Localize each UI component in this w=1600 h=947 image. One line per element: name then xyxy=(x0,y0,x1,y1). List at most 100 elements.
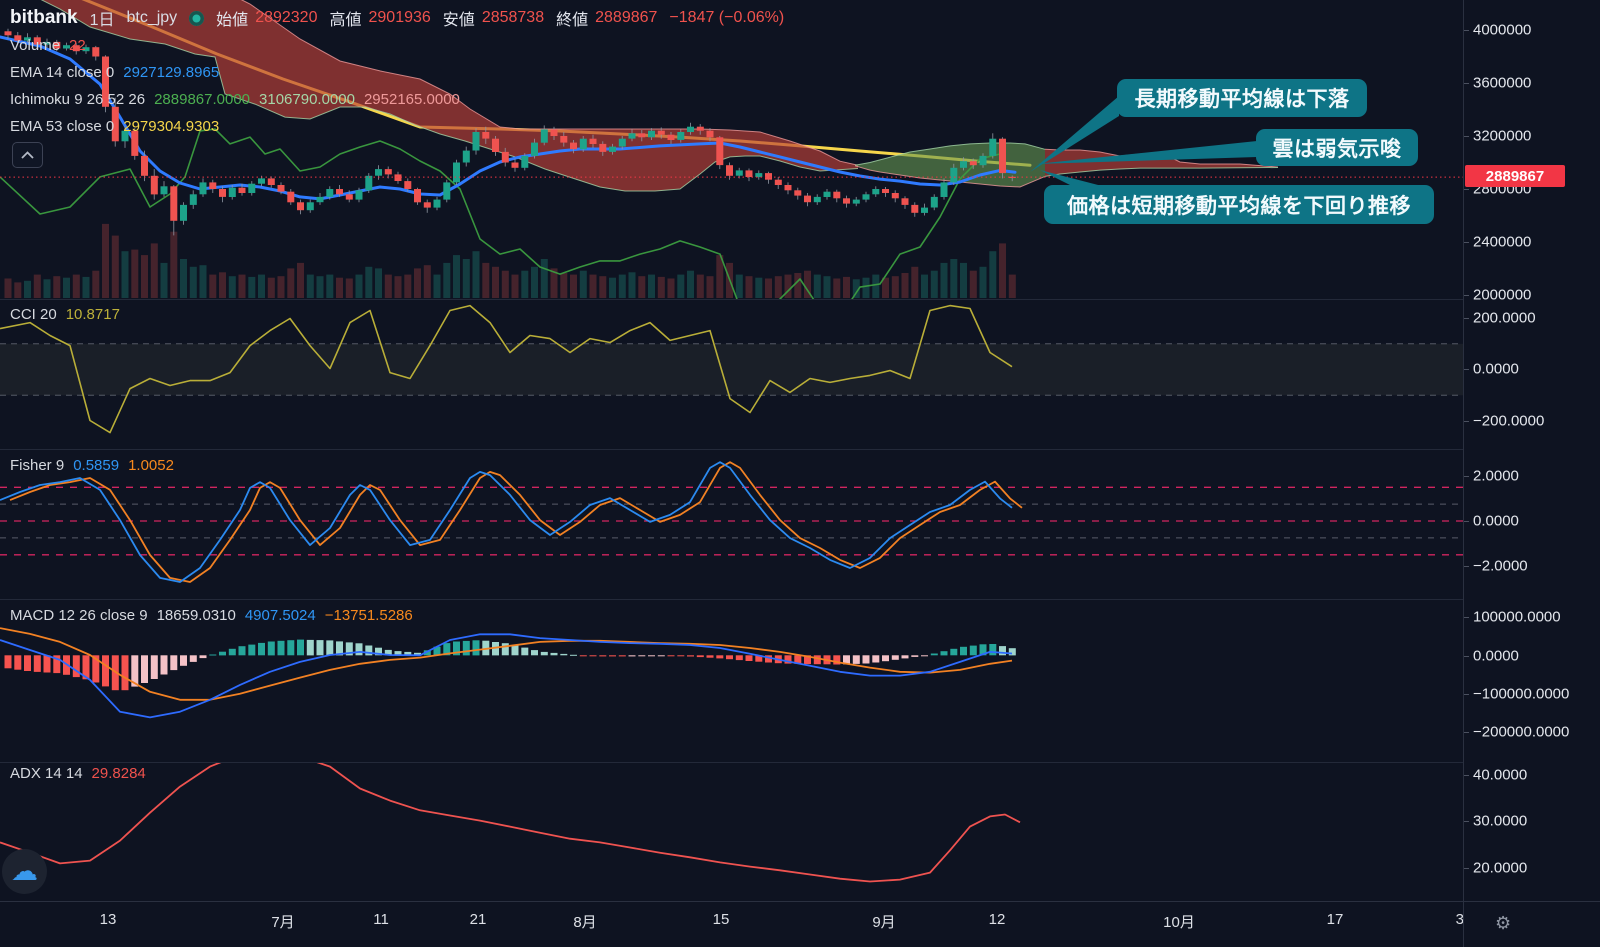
price-axis-label: 3600000 xyxy=(1473,74,1532,92)
legend-ema53[interactable]: EMA 53 close 0 2979304.9303 xyxy=(10,118,219,135)
volume-label: Volume xyxy=(10,37,61,54)
tick-mark xyxy=(1464,476,1469,477)
time-axis-label: 15 xyxy=(712,911,730,928)
tick-mark xyxy=(1464,521,1469,522)
time-axis-label: 12 xyxy=(988,911,1006,928)
legend-macd[interactable]: MACD 12 26 close 9 18659.0310 4907.5024 … xyxy=(10,607,413,624)
adx-line xyxy=(0,763,1021,883)
time-scale[interactable]: 13 7月 11 21 8月 15 9月 12 10月 17 31 xyxy=(0,901,1463,947)
panel-divider[interactable] xyxy=(0,449,1600,450)
callout-tail-price xyxy=(1040,170,1102,186)
ema14-value: 2927129.8965 xyxy=(123,64,220,81)
cci-axis-label: 200.0000 xyxy=(1473,309,1536,327)
cci-axis-label: 0.0000 xyxy=(1473,360,1519,378)
macd-panel[interactable] xyxy=(0,627,1016,719)
price-axis-label: 3200000 xyxy=(1473,127,1532,145)
time-axis-label: 31 xyxy=(1456,911,1463,928)
legend-ichimoku[interactable]: Ichimoku 9 26 52 26 2889867.0000 3106790… xyxy=(10,91,460,108)
panel-divider[interactable] xyxy=(0,599,1600,600)
adx-label: ADX 14 14 xyxy=(10,765,83,782)
last-price-tag[interactable]: 2889867 xyxy=(1465,165,1565,187)
time-axis-label: 13 xyxy=(99,911,117,928)
macd-axis-label: −100000.0000 xyxy=(1473,685,1570,703)
callout-tail-cloud xyxy=(1036,141,1257,164)
tick-mark xyxy=(1464,189,1469,190)
macd-signal-value: −13751.5286 xyxy=(324,607,413,624)
time-axis-label: 10月 xyxy=(1163,914,1195,931)
adx-axis-label: 30.0000 xyxy=(1473,812,1528,830)
adx-value: 29.8284 xyxy=(91,765,146,782)
callout-price-below-ma[interactable]: 価格は短期移動平均線を下回り推移 xyxy=(1044,185,1434,224)
tick-mark xyxy=(1464,30,1469,31)
symbol-label[interactable]: btc_jpy xyxy=(126,9,178,26)
close-value: 2889867 xyxy=(595,9,658,26)
price-axis-label: 2400000 xyxy=(1473,233,1532,251)
legend-fisher[interactable]: Fisher 9 0.5859 1.0052 xyxy=(10,457,174,474)
time-axis-label: 8月 xyxy=(573,914,597,931)
macd-axis-label: 0.0000 xyxy=(1473,647,1519,665)
legend-ema14[interactable]: EMA 14 close 0 2927129.8965 xyxy=(10,64,219,81)
adx-panel[interactable] xyxy=(0,753,1021,883)
tick-mark xyxy=(1464,421,1469,422)
tick-mark xyxy=(1464,318,1469,319)
ema14-label: EMA 14 close 0 xyxy=(10,64,115,81)
high-value: 2901936 xyxy=(368,9,431,26)
cci-label: CCI 20 xyxy=(10,306,57,323)
tick-mark xyxy=(1464,83,1469,84)
fisher-label: Fisher 9 xyxy=(10,457,65,474)
fisher-value: 0.5859 xyxy=(73,457,120,474)
callout-long-ma-falling[interactable]: 長期移動平均線は下落 xyxy=(1117,79,1367,117)
cloud-icon: ☁ xyxy=(11,856,38,886)
ema53-value: 2979304.9303 xyxy=(123,118,220,135)
panel-divider[interactable] xyxy=(0,762,1600,763)
tick-mark xyxy=(1464,732,1469,733)
price-scale[interactable]: 2889867 4000000 3600000 3200000 2800000 2400… xyxy=(1463,0,1600,947)
fisher-trigger-value: 1.0052 xyxy=(128,457,174,474)
legend-cci[interactable]: CCI 20 10.8717 xyxy=(10,306,120,323)
ichimoku-lead-b-value: 2952165.0000 xyxy=(363,91,460,108)
gear-icon[interactable]: ⚙ xyxy=(1495,913,1512,933)
ichimoku-label: Ichimoku 9 26 52 26 xyxy=(10,91,146,108)
ema14-line xyxy=(0,35,1017,201)
tick-mark xyxy=(1464,242,1469,243)
volume-bars xyxy=(4,223,1016,298)
macd-signal-line xyxy=(0,627,1013,701)
low-value: 2858738 xyxy=(481,9,545,26)
exchange-name[interactable]: bitbank xyxy=(10,7,78,28)
main-price-panel[interactable] xyxy=(0,0,1463,317)
price-axis-label: 2000000 xyxy=(1473,286,1532,304)
interval-label[interactable]: 1日 xyxy=(89,12,115,29)
panel-divider[interactable] xyxy=(0,299,1600,300)
chart-logo[interactable]: ☁ xyxy=(2,849,47,894)
tick-mark xyxy=(1464,821,1469,822)
volume-value: 22 xyxy=(69,37,86,54)
tick-mark xyxy=(1464,656,1469,657)
fisher-line xyxy=(0,461,1013,583)
adx-axis-label: 20.0000 xyxy=(1473,859,1528,877)
legend-volume[interactable]: Volume 22 xyxy=(10,37,86,54)
macd-line-value: 4907.5024 xyxy=(244,607,316,624)
cci-line xyxy=(0,304,1013,434)
time-axis-label: 7月 xyxy=(271,914,295,931)
tick-mark xyxy=(1464,295,1469,296)
time-axis-label: 17 xyxy=(1326,911,1344,928)
tick-mark xyxy=(1464,868,1469,869)
time-axis-label: 11 xyxy=(373,911,389,928)
tick-mark xyxy=(1464,775,1469,776)
fisher-panel[interactable] xyxy=(0,461,1463,583)
open-value: 2892320 xyxy=(255,9,318,26)
macd-hist-value: 18659.0310 xyxy=(156,607,236,624)
callout-cloud-bearish[interactable]: 雲は弱気示唆 xyxy=(1256,129,1418,166)
legend-adx[interactable]: ADX 14 14 29.8284 xyxy=(10,765,146,782)
macd-label: MACD 12 26 close 9 xyxy=(10,607,148,624)
high-label: 高値 xyxy=(329,12,362,29)
chart-header: bitbank 1日 btc_jpy 始値 2892320 高値 2901936… xyxy=(10,6,784,30)
cci-panel[interactable] xyxy=(0,304,1463,434)
fisher-axis-label: 2.0000 xyxy=(1473,467,1519,485)
collapse-legend-button[interactable] xyxy=(12,142,43,168)
cci-axis-label: −200.0000 xyxy=(1473,412,1545,430)
tick-mark xyxy=(1464,617,1469,618)
candles xyxy=(4,28,1016,236)
